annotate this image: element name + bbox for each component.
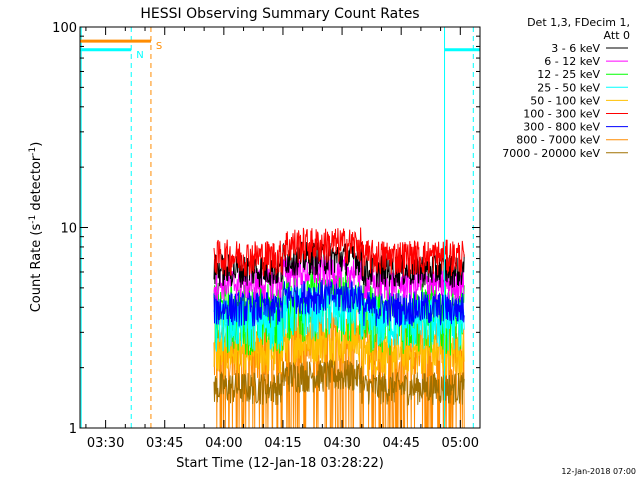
x-tick-label: 04:00 — [205, 436, 242, 451]
y-axis-label: Count Rate (s-1 detector-1) — [28, 142, 44, 313]
legend-entry-label: 3 - 6 keV — [551, 42, 600, 55]
series-line — [213, 227, 465, 279]
x-tick-label: 03:45 — [146, 436, 183, 451]
legend-entry-label: 800 - 7000 keV — [516, 134, 600, 147]
footer-date: 12-Jan-2018 07:00 — [561, 467, 636, 476]
series-line — [213, 271, 465, 356]
x-tick-label: 04:45 — [382, 436, 419, 451]
y-axis-label-main: Count Rate (s — [29, 224, 44, 313]
x-tick-label: 03:30 — [87, 436, 124, 451]
chart-title: HESSI Observing Summary Count Rates — [140, 6, 419, 22]
y-tick-label: 10 — [60, 222, 77, 237]
legend-header-line-1: Det 1,3, FDecim 1, — [527, 16, 630, 29]
legend-entry-label: 25 - 50 keV — [537, 81, 600, 94]
y-axis-label-sup2: -1 — [28, 147, 38, 156]
data-layer — [213, 227, 465, 429]
legend-entry-label: 7000 - 20000 keV — [502, 147, 600, 160]
legend-entry-label: 50 - 100 keV — [530, 94, 600, 107]
flag-label: N — [136, 50, 143, 61]
y-axis-label-sup1: -1 — [28, 215, 38, 224]
series-line — [213, 320, 465, 377]
axis-layer: 03:30 03:45 04:00 04:15 04:30 04:45 05:00 1 10 10… — [52, 21, 480, 451]
x-tick-label: 04:30 — [323, 436, 360, 451]
legend-entry-label: 100 - 300 keV — [523, 108, 600, 121]
y-axis-label-tail: detector — [29, 155, 44, 215]
series-line — [213, 279, 465, 327]
series-line — [213, 358, 465, 407]
flag-label: S — [156, 41, 162, 52]
y-tick-label: 1 — [69, 422, 77, 437]
legend-header-line-2: Att 0 — [604, 29, 630, 42]
x-tick-label: 05:00 — [442, 436, 479, 451]
y-axis-label-close: ) — [29, 142, 44, 147]
y-tick-label: 100 — [52, 21, 77, 36]
x-axis-label: Start Time (12-Jan-18 03:28:22) — [176, 456, 384, 471]
legend-entry-label: 12 - 25 keV — [537, 68, 600, 81]
legend-entry-label: 6 - 12 keV — [544, 55, 600, 68]
legend-entry-label: 300 - 800 keV — [523, 121, 600, 134]
x-tick-label: 04:15 — [264, 436, 301, 451]
